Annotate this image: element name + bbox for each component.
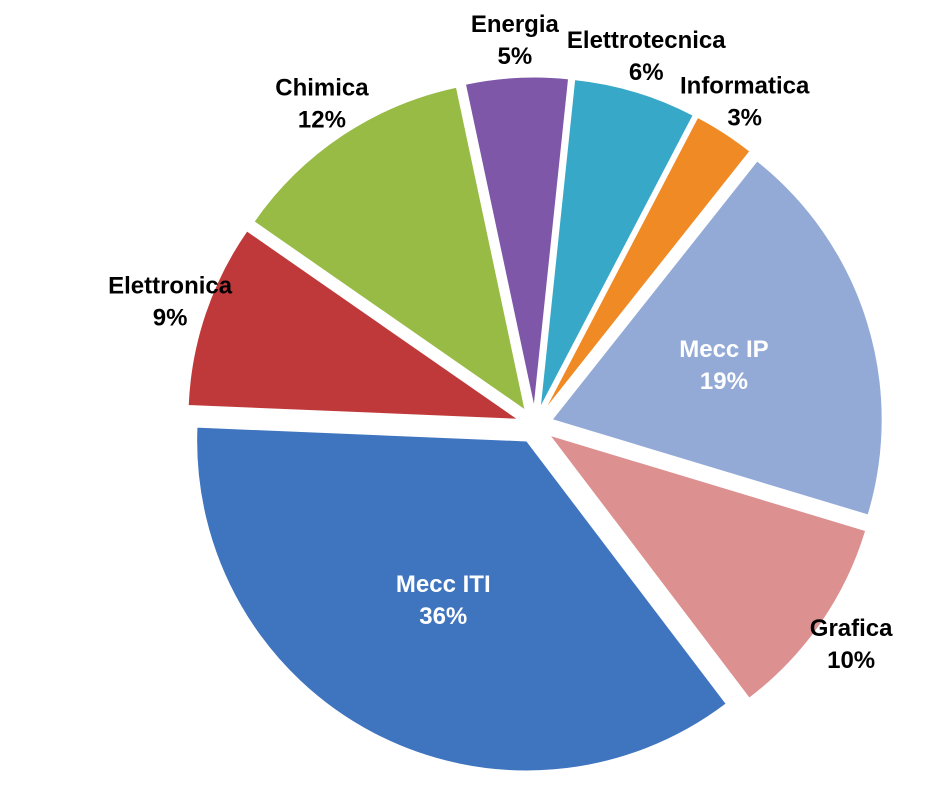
pie-slice [253,86,526,412]
slice-label: Elettronica [108,273,233,300]
pie-slice [187,230,520,420]
slice-label: Grafica [810,615,893,642]
pie-slice [196,426,727,772]
pie-slice [548,434,867,699]
slice-label: Chimica [275,75,369,102]
slice-label: Mecc ITI [396,571,491,598]
slice-value-label: 9% [153,305,188,332]
slice-value-label: 10% [827,647,875,674]
slice-value-label: 5% [498,43,533,70]
slice-label: Mecc IP [679,336,768,363]
pie-slice [544,116,751,411]
pie-slice [464,76,570,408]
pie-slice [551,160,883,516]
pie-slice [539,79,694,408]
slice-label: Elettrotecnica [567,27,726,54]
slice-value-label: 36% [419,603,467,630]
slice-value-label: 3% [727,104,762,131]
slice-label: Informatica [680,72,810,99]
slice-value-label: 6% [629,59,664,86]
slice-value-label: 12% [298,107,346,134]
slice-value-label: 19% [700,368,748,395]
slice-label: Energia [471,11,560,38]
